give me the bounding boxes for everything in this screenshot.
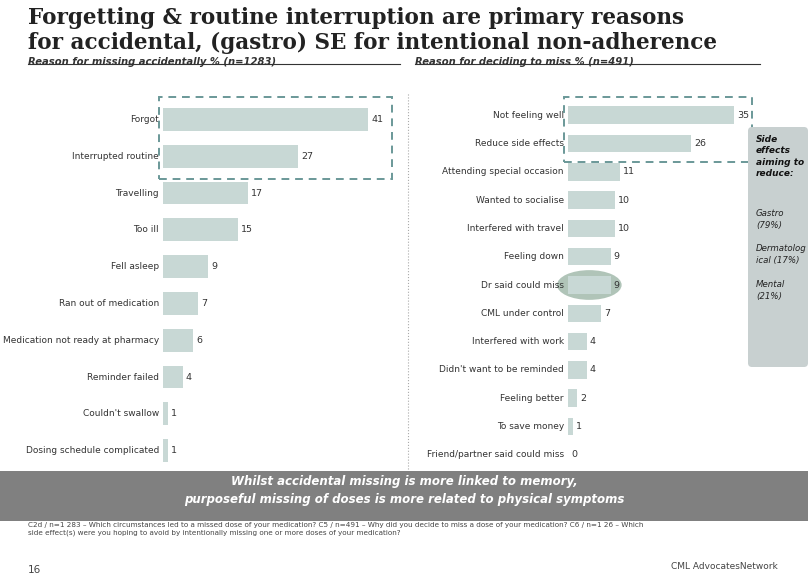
Text: Ran out of medication: Ran out of medication bbox=[59, 299, 159, 308]
Text: Didn't want to be reminded: Didn't want to be reminded bbox=[440, 365, 564, 374]
Text: 35: 35 bbox=[737, 110, 749, 120]
Text: 17: 17 bbox=[251, 188, 263, 198]
Bar bbox=[163, 365, 183, 389]
Text: 7: 7 bbox=[201, 299, 207, 308]
Bar bbox=[163, 255, 208, 278]
Bar bbox=[163, 329, 193, 352]
Text: 9: 9 bbox=[211, 262, 217, 271]
Text: Gastro
(79%)

Dermatolog
ical (17%)

Mental
(21%): Gastro (79%) Dermatolog ical (17%) Menta… bbox=[756, 209, 806, 300]
FancyBboxPatch shape bbox=[748, 127, 808, 367]
Text: Wanted to socialise: Wanted to socialise bbox=[476, 196, 564, 205]
Text: Not feeling well: Not feeling well bbox=[493, 110, 564, 120]
Bar bbox=[163, 145, 298, 167]
Bar bbox=[163, 108, 368, 131]
Bar bbox=[568, 389, 578, 407]
Text: 2: 2 bbox=[580, 394, 587, 403]
Text: 1: 1 bbox=[171, 409, 177, 418]
Text: Friend/partner said could miss: Friend/partner said could miss bbox=[427, 450, 564, 460]
Text: To save money: To save money bbox=[497, 422, 564, 431]
Text: 15: 15 bbox=[241, 225, 253, 234]
Bar bbox=[568, 106, 734, 124]
Text: Dosing schedule complicated: Dosing schedule complicated bbox=[26, 446, 159, 455]
Text: Forgot: Forgot bbox=[130, 115, 159, 124]
Text: Too ill: Too ill bbox=[133, 225, 159, 234]
Text: Reason for deciding to miss % (n=491): Reason for deciding to miss % (n=491) bbox=[415, 57, 633, 67]
Text: 6: 6 bbox=[196, 336, 202, 345]
Text: Forgetting & routine interruption are primary reasons: Forgetting & routine interruption are pr… bbox=[28, 7, 684, 29]
Text: 10: 10 bbox=[618, 196, 630, 205]
Text: Dr said could miss: Dr said could miss bbox=[481, 281, 564, 289]
Text: Attending special occasion: Attending special occasion bbox=[443, 167, 564, 176]
Bar bbox=[163, 218, 238, 241]
Text: Couldn't swallow: Couldn't swallow bbox=[82, 409, 159, 418]
Bar bbox=[163, 439, 168, 462]
Text: 1: 1 bbox=[171, 446, 177, 455]
Bar bbox=[568, 248, 611, 266]
Text: 9: 9 bbox=[613, 281, 620, 289]
Bar bbox=[163, 403, 168, 425]
Text: C2d / n=1 283 – Which circumstances led to a missed dose of your medication? C5 : C2d / n=1 283 – Which circumstances led … bbox=[28, 522, 643, 536]
Text: 4: 4 bbox=[186, 372, 192, 382]
Text: 16: 16 bbox=[28, 565, 41, 575]
Text: for accidental, (gastro) SE for intentional non-adherence: for accidental, (gastro) SE for intentio… bbox=[28, 32, 717, 54]
Bar bbox=[163, 182, 248, 205]
Text: 27: 27 bbox=[301, 152, 313, 161]
Text: CML AdvocatesNetwork: CML AdvocatesNetwork bbox=[671, 562, 778, 571]
Text: 26: 26 bbox=[694, 139, 706, 148]
Text: Medication not ready at pharmacy: Medication not ready at pharmacy bbox=[2, 336, 159, 345]
Text: Reason for missing accidentally % (n=1283): Reason for missing accidentally % (n=128… bbox=[28, 57, 276, 67]
Text: 1: 1 bbox=[576, 422, 582, 431]
Text: CML under control: CML under control bbox=[481, 309, 564, 318]
Text: Interrupted routine: Interrupted routine bbox=[72, 152, 159, 161]
Text: Reminder failed: Reminder failed bbox=[87, 372, 159, 382]
Text: 0: 0 bbox=[571, 450, 577, 460]
Text: Side
effects
aiming to
reduce:: Side effects aiming to reduce: bbox=[756, 135, 804, 178]
Text: 9: 9 bbox=[613, 252, 620, 261]
Bar bbox=[568, 276, 611, 294]
Text: Whilst accidental missing is more linked to memory,
purposeful missing of doses : Whilst accidental missing is more linked… bbox=[183, 475, 625, 507]
Bar bbox=[163, 292, 198, 315]
Text: Interfered with travel: Interfered with travel bbox=[467, 224, 564, 233]
Text: 4: 4 bbox=[590, 337, 596, 346]
Text: 41: 41 bbox=[371, 115, 383, 124]
Text: Travelling: Travelling bbox=[116, 188, 159, 198]
Ellipse shape bbox=[557, 270, 621, 300]
Bar bbox=[568, 333, 587, 350]
Bar bbox=[568, 220, 616, 237]
Bar bbox=[568, 191, 616, 209]
Text: Fell asleep: Fell asleep bbox=[111, 262, 159, 271]
Text: 7: 7 bbox=[604, 309, 610, 318]
Bar bbox=[568, 304, 601, 322]
Text: 10: 10 bbox=[618, 224, 630, 233]
Text: Reduce side effects: Reduce side effects bbox=[475, 139, 564, 148]
Bar bbox=[568, 361, 587, 379]
Text: 4: 4 bbox=[590, 365, 596, 374]
Text: Interfered with work: Interfered with work bbox=[472, 337, 564, 346]
Text: 11: 11 bbox=[623, 167, 635, 176]
Bar bbox=[568, 418, 573, 435]
Bar bbox=[568, 163, 620, 181]
Bar bbox=[0, 471, 808, 521]
Text: Feeling down: Feeling down bbox=[504, 252, 564, 261]
Text: Feeling better: Feeling better bbox=[500, 394, 564, 403]
Bar bbox=[568, 135, 691, 152]
